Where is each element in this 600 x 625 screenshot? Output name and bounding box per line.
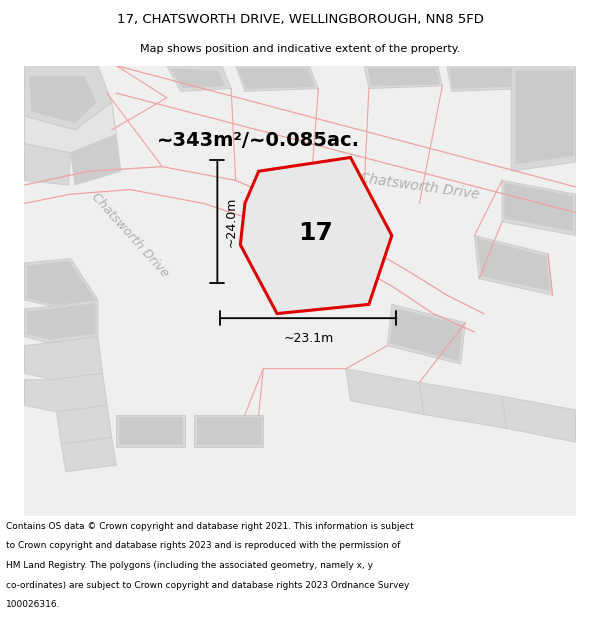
Text: 17: 17 <box>298 221 333 245</box>
Polygon shape <box>70 134 121 185</box>
Polygon shape <box>502 181 575 236</box>
Polygon shape <box>119 418 182 444</box>
Polygon shape <box>477 238 550 291</box>
Text: ~343m²/~0.085ac.: ~343m²/~0.085ac. <box>157 131 360 151</box>
Polygon shape <box>25 102 116 153</box>
Polygon shape <box>390 308 463 361</box>
Polygon shape <box>172 69 224 88</box>
Polygon shape <box>197 418 260 444</box>
Text: 100026316.: 100026316. <box>6 600 61 609</box>
Polygon shape <box>25 144 70 185</box>
Polygon shape <box>364 66 442 89</box>
Text: 17, CHATSWORTH DRIVE, WELLINGBOROUGH, NN8 5FD: 17, CHATSWORTH DRIVE, WELLINGBOROUGH, NN… <box>116 13 484 26</box>
Polygon shape <box>116 414 185 447</box>
Polygon shape <box>107 66 575 213</box>
Polygon shape <box>256 171 373 297</box>
Polygon shape <box>447 66 525 91</box>
Polygon shape <box>25 66 575 516</box>
Text: HM Land Registry. The polygons (including the associated geometry, namely x, y: HM Land Registry. The polygons (includin… <box>6 561 373 570</box>
Text: to Crown copyright and database rights 2023 and is reproduced with the permissio: to Crown copyright and database rights 2… <box>6 541 400 551</box>
Text: Chatsworth Drive: Chatsworth Drive <box>359 171 480 202</box>
Polygon shape <box>505 183 573 231</box>
Polygon shape <box>449 68 522 89</box>
Text: Map shows position and indicative extent of the property.: Map shows position and indicative extent… <box>140 44 460 54</box>
Polygon shape <box>27 261 95 304</box>
Polygon shape <box>516 70 574 164</box>
Polygon shape <box>502 396 575 442</box>
Polygon shape <box>61 438 116 471</box>
Text: ~24.0m: ~24.0m <box>224 196 238 247</box>
Text: co-ordinates) are subject to Crown copyright and database rights 2023 Ordnance S: co-ordinates) are subject to Crown copyr… <box>6 581 409 589</box>
Polygon shape <box>25 259 98 306</box>
Text: ~23.1m: ~23.1m <box>283 332 334 345</box>
Polygon shape <box>194 414 263 447</box>
Text: Chatsworth Drive: Chatsworth Drive <box>89 191 172 280</box>
Polygon shape <box>25 300 98 343</box>
Polygon shape <box>241 158 392 314</box>
Polygon shape <box>25 336 103 380</box>
Polygon shape <box>56 406 112 444</box>
Polygon shape <box>511 66 575 171</box>
Polygon shape <box>346 369 424 414</box>
Polygon shape <box>167 66 231 91</box>
Polygon shape <box>25 167 484 332</box>
Polygon shape <box>25 66 112 130</box>
Polygon shape <box>419 382 506 428</box>
Polygon shape <box>475 236 553 295</box>
Polygon shape <box>387 304 466 364</box>
Polygon shape <box>25 373 107 412</box>
Polygon shape <box>29 77 96 122</box>
Polygon shape <box>238 68 314 89</box>
Text: Contains OS data © Crown copyright and database right 2021. This information is : Contains OS data © Crown copyright and d… <box>6 522 414 531</box>
Polygon shape <box>27 304 95 339</box>
Polygon shape <box>236 66 319 91</box>
Polygon shape <box>368 68 440 86</box>
